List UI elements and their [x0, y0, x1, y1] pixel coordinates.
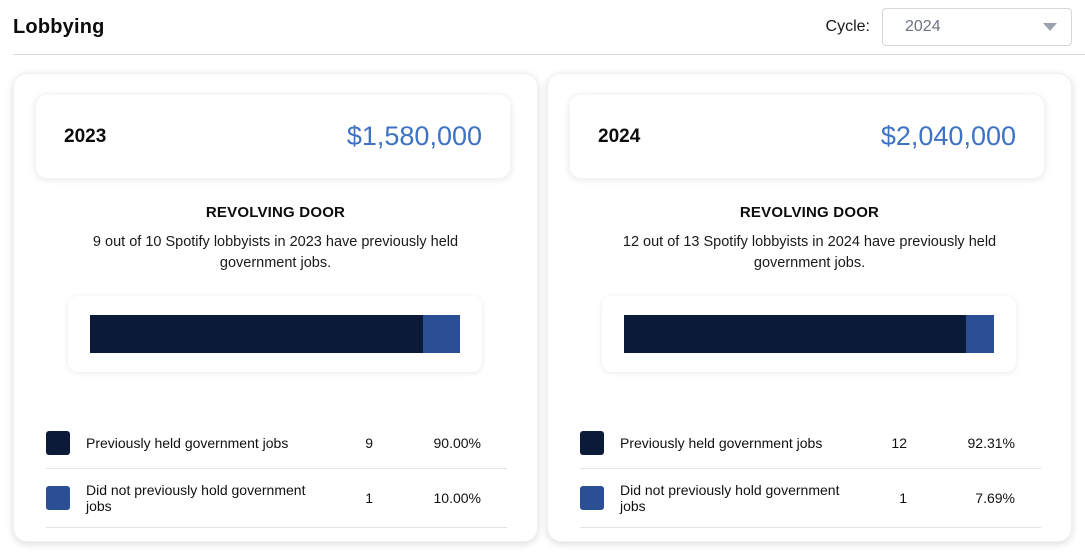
legend-count: 12: [891, 435, 907, 451]
legend-row-not-held-jobs: Did not previously hold government jobs …: [46, 469, 507, 528]
legend-swatch-not-held-jobs: [580, 486, 604, 510]
legend-row-held-jobs: Previously held government jobs 12 92.31…: [580, 418, 1041, 469]
cycle-filter: Cycle: 2024: [826, 8, 1072, 46]
stacked-bar-chart: [602, 296, 1016, 372]
bar-segment-not-held-jobs: [965, 315, 994, 353]
legend-table: Previously held government jobs 9 90.00%…: [46, 418, 507, 528]
stacked-bar-chart: [68, 296, 482, 372]
stacked-bar: [624, 315, 994, 353]
legend-label: Did not previously hold government jobs: [620, 482, 840, 514]
cycle-select-value: 2024: [905, 18, 941, 35]
legend-percent: 7.69%: [975, 490, 1015, 506]
header-divider: [13, 54, 1085, 55]
cycle-label: Cycle:: [825, 18, 870, 35]
legend-swatch-held-jobs: [46, 431, 70, 455]
legend-count: 1: [899, 490, 907, 506]
page-title: Lobbying: [13, 15, 105, 38]
legend-count: 1: [365, 490, 373, 506]
card-amount: $1,580,000: [346, 121, 482, 151]
legend-label: Previously held government jobs: [86, 435, 289, 451]
lobbying-card-2024: 2024 $2,040,000 REVOLVING DOOR 12 out of…: [547, 73, 1072, 542]
legend-swatch-not-held-jobs: [46, 486, 70, 510]
card-header: 2024 $2,040,000: [569, 94, 1045, 179]
legend-table: Previously held government jobs 12 92.31…: [580, 418, 1041, 528]
section-title: REVOLVING DOOR: [205, 204, 346, 221]
card-year: 2023: [64, 125, 107, 147]
legend-percent: 90.00%: [433, 435, 481, 451]
cycle-select[interactable]: 2024: [882, 8, 1072, 46]
legend-percent: 10.00%: [433, 490, 481, 506]
cards-container: 2023 $1,580,000 REVOLVING DOOR 9 out of …: [0, 55, 1085, 542]
legend-row-held-jobs: Previously held government jobs 9 90.00%: [46, 418, 507, 469]
card-year: 2024: [598, 125, 641, 147]
legend-swatch-held-jobs: [580, 431, 604, 455]
card-header: 2023 $1,580,000: [35, 94, 511, 179]
chevron-down-icon: [1043, 23, 1057, 31]
bar-segment-held-jobs: [90, 315, 423, 353]
page-header: Lobbying Cycle: 2024: [0, 0, 1085, 54]
bar-segment-not-held-jobs: [423, 315, 460, 353]
legend-percent: 92.31%: [967, 435, 1015, 451]
card-description: 12 out of 13 Spotify lobbyists in 2024 h…: [622, 234, 997, 271]
stacked-bar: [90, 315, 460, 353]
section-title: REVOLVING DOOR: [739, 204, 880, 221]
legend-label: Previously held government jobs: [620, 435, 823, 451]
card-description: 9 out of 10 Spotify lobbyists in 2023 ha…: [92, 234, 459, 271]
legend-label: Did not previously hold government jobs: [86, 482, 306, 514]
lobbying-card-2023: 2023 $1,580,000 REVOLVING DOOR 9 out of …: [13, 73, 538, 542]
card-amount: $2,040,000: [880, 121, 1016, 151]
bar-segment-held-jobs: [624, 315, 966, 353]
legend-count: 9: [365, 435, 373, 451]
legend-row-not-held-jobs: Did not previously hold government jobs …: [580, 469, 1041, 528]
